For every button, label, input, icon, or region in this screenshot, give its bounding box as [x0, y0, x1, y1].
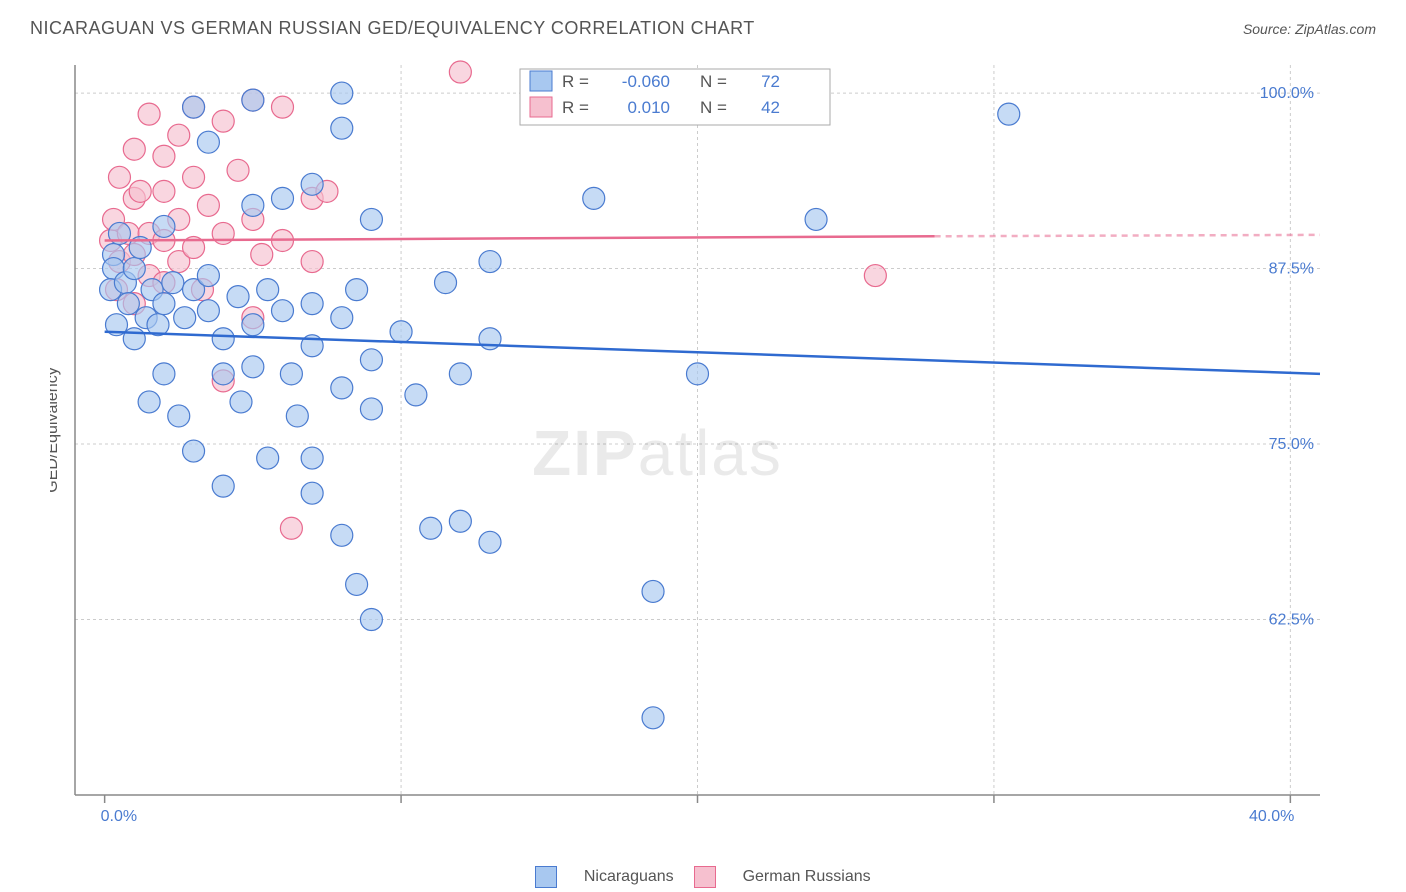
scatter-chart: 62.5% 75.0% 87.5% 100.0% ZIPatlas 0.0% 40.0% GE… — [50, 55, 1370, 825]
svg-text:GED/Equivalency: GED/Equivalency — [50, 367, 61, 492]
svg-text:0.010: 0.010 — [627, 98, 670, 117]
svg-text:62.5%: 62.5% — [1269, 612, 1314, 629]
chart-title: NICARAGUAN VS GERMAN RUSSIAN GED/EQUIVAL… — [30, 18, 755, 39]
header: NICARAGUAN VS GERMAN RUSSIAN GED/EQUIVAL… — [0, 0, 1406, 39]
legend-label-german-russians: German Russians — [743, 868, 871, 886]
svg-text:42: 42 — [761, 98, 780, 117]
chart-container: 62.5% 75.0% 87.5% 100.0% ZIPatlas 0.0% 40.0% GE… — [50, 55, 1370, 825]
svg-text:N =: N = — [700, 72, 727, 91]
svg-text:100.0%: 100.0% — [1260, 85, 1314, 102]
svg-text:ZIPatlas: ZIPatlas — [532, 417, 783, 489]
svg-text:N =: N = — [700, 98, 727, 117]
legend-swatch-nicaraguans — [535, 866, 563, 888]
svg-text:87.5%: 87.5% — [1269, 261, 1314, 278]
svg-text:-0.060: -0.060 — [622, 72, 670, 91]
source-attribution: Source: ZipAtlas.com — [1243, 21, 1376, 37]
svg-text:40.0%: 40.0% — [1249, 808, 1294, 825]
legend-label-nicaraguans: Nicaraguans — [584, 868, 674, 886]
svg-text:0.0%: 0.0% — [101, 808, 137, 825]
legend-swatch-german-russians — [694, 866, 722, 888]
bottom-legend: Nicaraguans German Russians — [0, 866, 1406, 888]
svg-text:72: 72 — [761, 72, 780, 91]
svg-text:75.0%: 75.0% — [1269, 436, 1314, 453]
svg-text:R =: R = — [562, 72, 589, 91]
svg-text:R =: R = — [562, 98, 589, 117]
